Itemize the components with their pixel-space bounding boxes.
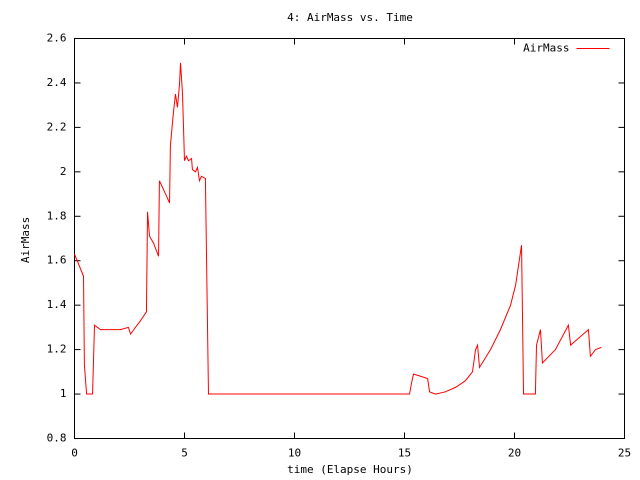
- chart-title: 4: AirMass vs. Time: [287, 11, 413, 24]
- x-tick-label: 15: [398, 447, 411, 460]
- x-tick-label: 20: [508, 447, 521, 460]
- y-tick-label: 2: [60, 165, 67, 178]
- y-axis-label: AirMass: [19, 217, 32, 263]
- y-tick-label: 1.2: [47, 343, 67, 356]
- y-tick-label: 2.2: [47, 120, 67, 133]
- y-tick-label: 1: [60, 387, 67, 400]
- y-tick-label: 1.6: [47, 254, 67, 267]
- y-tick-label: 0.8: [47, 432, 67, 445]
- data-line: [74, 62, 602, 395]
- x-tick-label: 25: [618, 447, 631, 460]
- y-tick-label: 2.6: [47, 32, 67, 45]
- x-tick-label: 0: [71, 447, 78, 460]
- x-tick-label: 5: [181, 447, 188, 460]
- y-tick-label: 1.4: [47, 298, 67, 311]
- plot-frame: [74, 38, 625, 439]
- y-tick-label: 1.8: [47, 209, 67, 222]
- legend-label: AirMass: [523, 42, 569, 55]
- x-tick-label: 10: [288, 447, 301, 460]
- x-axis-label: time (Elapse Hours): [287, 463, 413, 476]
- y-tick-label: 2.4: [47, 76, 67, 89]
